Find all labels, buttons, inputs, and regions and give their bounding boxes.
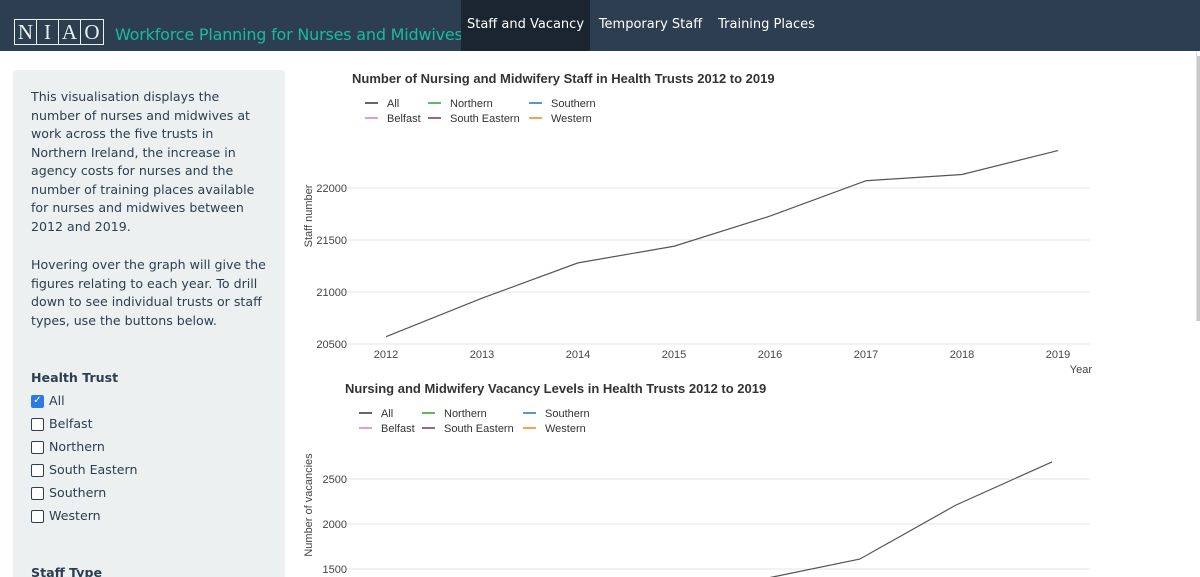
trust-checkbox-northern[interactable]: Northern [31,438,105,457]
tab-temporary-staff[interactable]: Temporary Staff [590,0,711,51]
legend-label: Northern [450,98,493,110]
legend-label: All [381,408,393,420]
staff-chart[interactable]: All Northern Southern Belfast South Eastern W… [290,90,1110,400]
tab-staff-and-vacancy[interactable]: Staff and Vacancy [461,0,590,51]
trust-checkbox-western[interactable]: Western [31,507,101,526]
y-tick-label: 21500 [316,235,347,247]
legend-label: Northern [444,408,487,420]
vacancy-chart[interactable]: All Northern Southern Belfast South Eastern W… [290,400,1110,577]
legend-label: Southern [551,98,596,110]
niao-logo[interactable]: N I A O [14,19,104,45]
health-trust-label: Health Trust [31,370,119,385]
y-axis-label: Staff number [303,184,315,247]
trust-checkbox-all[interactable]: ✓ All [31,392,65,411]
trust-checkbox-south-eastern[interactable]: South Eastern [31,461,137,480]
x-tick-label: 2013 [470,349,494,361]
checkbox-icon[interactable] [31,440,44,454]
legend-label: Belfast [381,423,415,435]
x-tick-label: 2012 [374,349,398,361]
tab-label: Training Places [718,17,815,32]
x-tick-label: 2016 [758,349,782,361]
checkbox-label: All [49,393,65,408]
checkbox-label: South Eastern [49,462,138,477]
hover-help-text: Hovering over the graph will give the fi… [31,257,266,328]
y-axis-label: Number of vacancies [303,453,315,557]
chart-title-vacancy: Nursing and Midwifery Vacancy Levels in … [345,381,767,396]
navbar: N I A O Workforce Planning for Nurses an… [0,0,1200,51]
series-line-all [769,461,1053,577]
checkbox-icon[interactable] [31,463,44,477]
logo-letter: O [84,20,100,44]
logo-letter: N [15,20,37,44]
legend-label: South Eastern [444,423,514,435]
page-scrollbar-thumb[interactable] [1197,56,1200,321]
y-tick-label: 20500 [316,339,347,351]
x-tick-label: 2019 [1046,349,1070,361]
checkbox-icon[interactable] [31,417,44,431]
y-tick-label: 2000 [323,519,347,531]
legend-label: Southern [545,408,590,420]
y-tick-label: 2500 [323,474,347,486]
x-tick-label: 2014 [566,349,590,361]
tab-label: Temporary Staff [598,17,703,32]
checkbox-label: Northern [49,439,105,454]
trust-checkbox-southern[interactable]: Southern [31,484,106,503]
intro-text: This visualisation displays the number o… [31,89,255,234]
tab-training-places[interactable]: Training Places [711,0,822,51]
tab-label: Staff and Vacancy [466,17,585,32]
x-tick-label: 2015 [662,349,686,361]
trust-checkbox-belfast[interactable]: Belfast [31,415,93,434]
checkbox-label: Western [49,508,101,523]
checkbox-icon[interactable] [31,486,44,500]
checkbox-label: Southern [49,485,107,500]
legend-label: Belfast [387,113,421,125]
checkbox-label: Belfast [49,416,93,431]
app-title[interactable]: Workforce Planning for Nurses and Midwiv… [115,25,463,44]
logo-letter: I [37,20,59,44]
y-tick-label: 1500 [323,564,347,576]
chart-title-staff: Number of Nursing and Midwifery Staff in… [352,71,775,86]
checkbox-checked-icon[interactable]: ✓ [31,394,44,408]
legend-label: All [387,98,399,110]
legend-label: South Eastern [450,113,520,125]
x-tick-label: 2018 [950,349,974,361]
series-line-all [385,149,1059,338]
y-tick-label: 22000 [316,183,347,195]
logo-letter: A [59,20,81,44]
checkbox-icon[interactable] [31,509,44,523]
x-axis-label: Year [1070,364,1093,376]
legend-label: Western [545,423,586,435]
x-tick-label: 2017 [854,349,878,361]
y-tick-label: 21000 [316,287,347,299]
sidebar-panel: This visualisation displays the number o… [13,70,285,577]
staff-type-label: Staff Type [31,565,103,577]
legend-label: Western [551,113,592,125]
